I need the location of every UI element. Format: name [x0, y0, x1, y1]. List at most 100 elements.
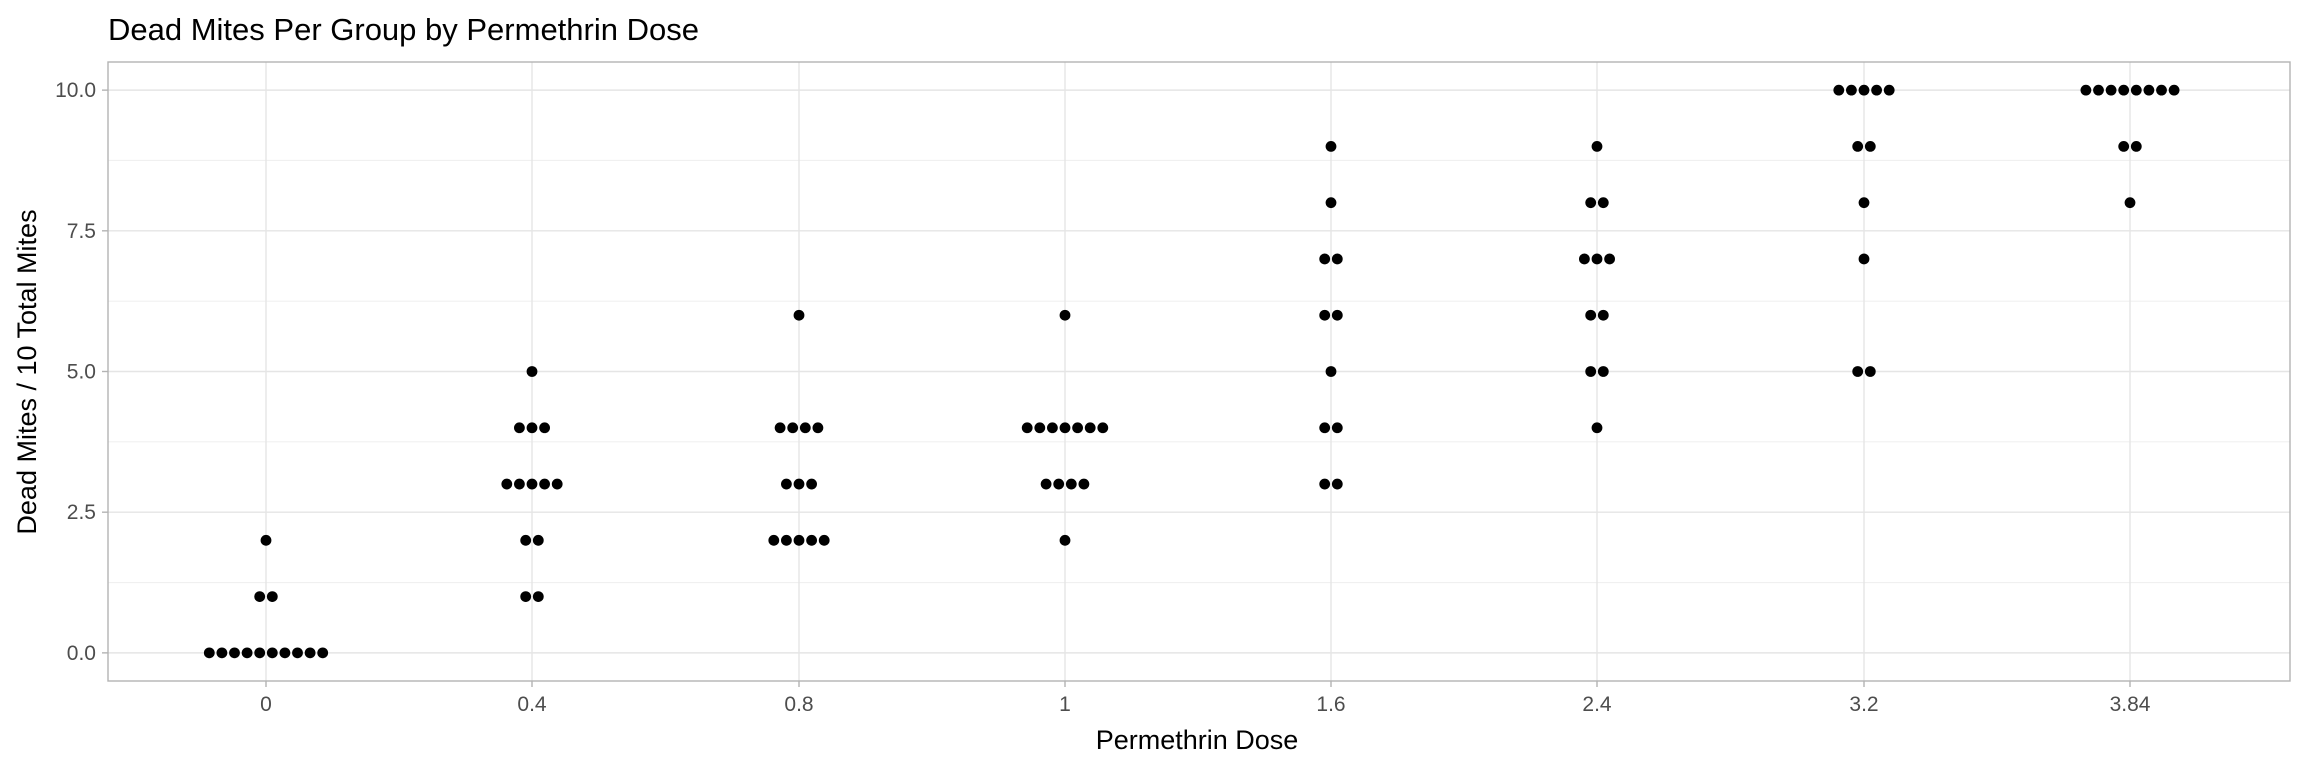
data-point: [514, 422, 525, 434]
data-point: [1040, 478, 1052, 490]
x-axis-title: Permethrin Dose: [1096, 725, 1299, 755]
data-point: [1604, 253, 1615, 265]
data-point: [1319, 309, 1331, 321]
x-tick-label: 2.4: [1582, 693, 1612, 716]
data-point: [1065, 478, 1077, 490]
data-point: [1883, 84, 1895, 96]
data-point: [260, 534, 272, 546]
data-point: [1319, 478, 1331, 490]
x-tick-label: 1: [1059, 693, 1071, 716]
axes: 0.0 2.5 5.0 7.5 10.0 0 0.4 0.8 1 1.6 2.4 3.2 3.84: [55, 61, 2291, 716]
data-point: [1034, 422, 1046, 434]
data-point: [520, 534, 532, 546]
data-point: [1585, 309, 1597, 321]
data-point: [526, 422, 538, 434]
data-point: [1059, 422, 1071, 434]
data-point: [532, 591, 544, 602]
data-point: [1864, 366, 1876, 377]
x-tick-label: 3.84: [2110, 693, 2151, 716]
x-tick-label: 0.4: [517, 693, 547, 716]
data-point: [1585, 197, 1597, 209]
data-point: [818, 534, 830, 546]
data-point: [2124, 197, 2136, 209]
data-point: [1319, 253, 1331, 265]
data-point: [501, 478, 513, 490]
data-point: [1319, 422, 1331, 434]
data-point: [1084, 422, 1096, 434]
data-point: [787, 422, 799, 434]
data-point: [1331, 478, 1343, 490]
data-point: [532, 534, 544, 546]
data-point: [793, 534, 805, 546]
data-point: [304, 647, 316, 659]
data-point: [2080, 84, 2092, 96]
data-point: [1325, 197, 1337, 209]
data-point: [539, 422, 550, 434]
data-point: [1871, 84, 1882, 96]
x-tick-label: 0: [260, 693, 272, 716]
x-tick-label: 1.6: [1316, 693, 1345, 716]
data-point: [292, 647, 303, 659]
data-point: [806, 478, 817, 490]
x-tick-label: 3.2: [1849, 693, 1878, 716]
data-point: [799, 422, 811, 434]
data-point: [1852, 141, 1864, 152]
data-point: [1078, 478, 1090, 490]
data-point: [1331, 309, 1343, 321]
data-point: [254, 647, 266, 659]
data-point: [203, 647, 215, 659]
y-tick-label: 2.5: [67, 501, 96, 524]
data-point: [812, 422, 824, 434]
data-point: [806, 534, 817, 546]
data-point: [2118, 84, 2130, 96]
data-point: [1097, 422, 1109, 434]
y-tick-label: 7.5: [67, 220, 96, 243]
data-point: [1047, 422, 1058, 434]
data-point: [1597, 309, 1609, 321]
data-point: [1833, 84, 1845, 96]
data-point: [1579, 253, 1590, 265]
data-point: [1852, 366, 1864, 377]
data-point: [266, 591, 278, 602]
data-point: [2156, 84, 2167, 96]
data-point: [781, 478, 792, 490]
data-point: [2130, 84, 2142, 96]
data-point: [526, 478, 538, 490]
data-point: [774, 422, 786, 434]
data-point: [1858, 197, 1870, 209]
data-point: [317, 647, 329, 659]
data-point: [279, 647, 291, 659]
data-point: [1331, 253, 1343, 265]
data-point: [768, 534, 780, 546]
x-tick-label: 0.8: [784, 693, 813, 716]
data-point: [1021, 422, 1033, 434]
data-point: [551, 478, 563, 490]
data-point: [1331, 422, 1343, 434]
data-point: [1325, 366, 1337, 377]
data-point: [781, 534, 792, 546]
data-point: [2105, 84, 2117, 96]
y-tick-label: 0.0: [67, 642, 96, 665]
data-point: [2168, 84, 2180, 96]
data-point: [241, 647, 253, 659]
data-point: [539, 478, 550, 490]
y-tick-label: 5.0: [67, 361, 96, 384]
y-tick-label: 10.0: [55, 79, 96, 102]
data-point: [793, 309, 805, 321]
data-point: [1597, 197, 1609, 209]
data-point: [1846, 84, 1857, 96]
data-point: [254, 591, 266, 602]
y-axis-title: Dead Mites / 10 Total Mites: [12, 209, 42, 534]
data-points: [203, 84, 2180, 659]
data-point: [514, 478, 525, 490]
data-point: [229, 647, 240, 659]
data-point: [1585, 366, 1597, 377]
data-point: [1597, 366, 1609, 377]
chart-title: Dead Mites Per Group by Permethrin Dose: [108, 12, 699, 47]
data-point: [1591, 422, 1603, 434]
data-point: [2093, 84, 2104, 96]
data-point: [1591, 253, 1603, 265]
data-point: [1325, 141, 1337, 152]
data-point: [793, 478, 805, 490]
